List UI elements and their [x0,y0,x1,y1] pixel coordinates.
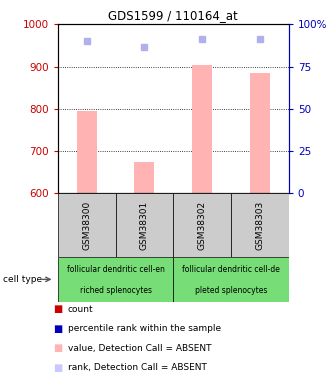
Bar [58,193,115,257]
Text: riched splenocytes: riched splenocytes [80,286,151,295]
Text: ■: ■ [53,304,62,314]
Bar [250,73,270,193]
Text: pleted splenocytes: pleted splenocytes [195,286,267,295]
Text: value, Detection Call = ABSENT: value, Detection Call = ABSENT [68,344,211,353]
Bar [115,193,173,257]
Text: GDS1599 / 110164_at: GDS1599 / 110164_at [108,9,238,22]
Text: follicular dendritic cell-en: follicular dendritic cell-en [67,265,164,274]
Bar [134,162,154,193]
Text: rank, Detection Call = ABSENT: rank, Detection Call = ABSENT [68,363,207,372]
Text: cell type: cell type [3,275,43,284]
Bar [192,65,212,193]
Bar [173,257,289,302]
Text: GSM38301: GSM38301 [140,200,149,250]
Text: count: count [68,305,93,314]
Text: GSM38302: GSM38302 [198,200,207,250]
Text: ■: ■ [53,344,62,353]
Text: percentile rank within the sample: percentile rank within the sample [68,324,221,333]
Bar [58,257,173,302]
Bar [173,193,231,257]
Bar [77,111,97,193]
Text: GSM38303: GSM38303 [255,200,264,250]
Text: ■: ■ [53,324,62,334]
Bar [231,193,289,257]
Text: GSM38300: GSM38300 [82,200,91,250]
Text: ■: ■ [53,363,62,373]
Text: follicular dendritic cell-de: follicular dendritic cell-de [182,265,280,274]
